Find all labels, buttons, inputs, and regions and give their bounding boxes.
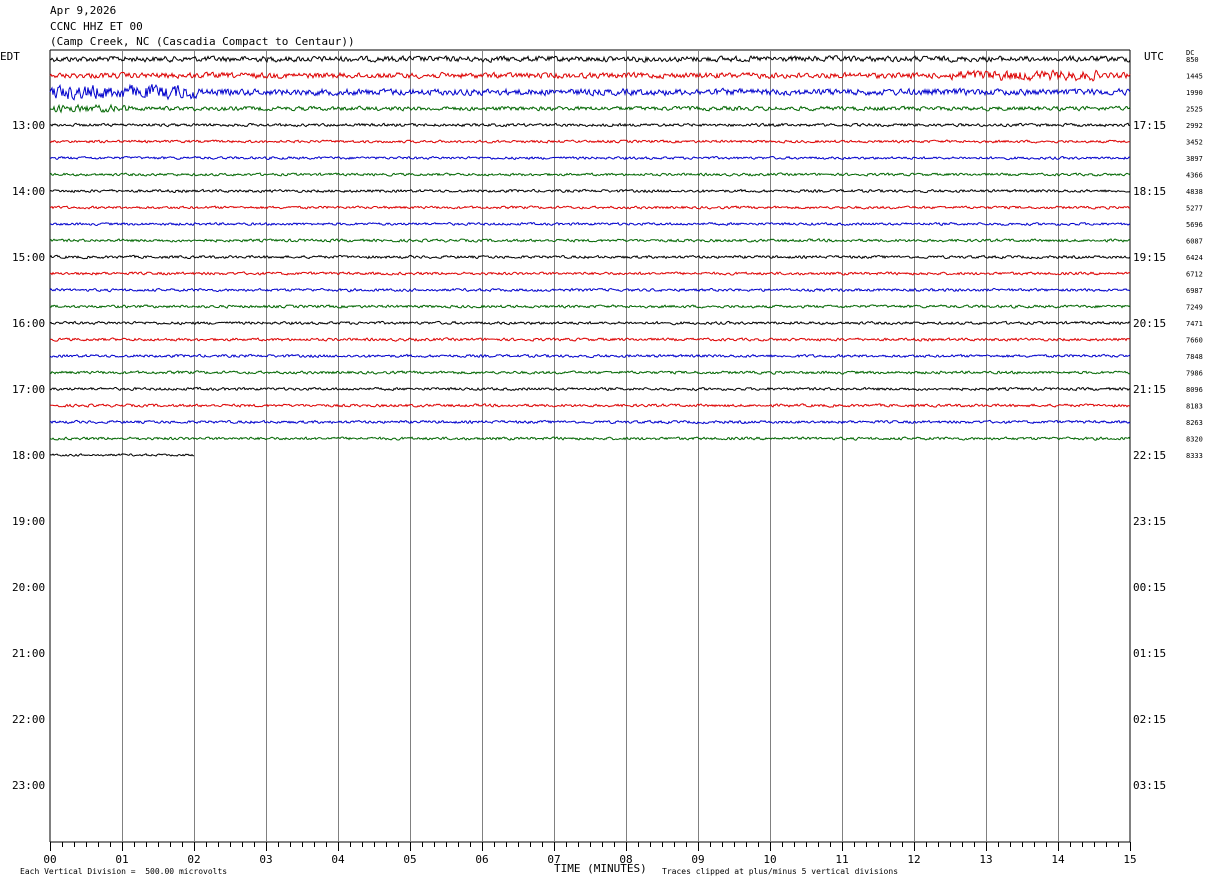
seismic-trace (49, 436, 1131, 441)
seismic-trace (49, 403, 1131, 408)
seismic-trace (49, 320, 1131, 326)
utc-hour-label: 23:15 (1133, 515, 1166, 528)
utc-hour-label: 17:15 (1133, 119, 1166, 132)
edt-hour-label: 21:00 (12, 647, 45, 660)
dc-offset-label: 3897 (1186, 155, 1203, 163)
dc-offset-label: 6712 (1186, 271, 1203, 279)
seismic-trace (49, 337, 1131, 342)
dc-offset-label: 8183 (1186, 403, 1203, 411)
dc-offset-label: 6087 (1186, 238, 1203, 246)
x-tick-label: 10 (763, 853, 776, 866)
edt-hour-label: 13:00 (12, 119, 45, 132)
seismic-trace (49, 122, 1131, 128)
seismic-trace (49, 54, 1131, 63)
seismic-trace (49, 304, 1131, 309)
x-tick-label: 13 (979, 853, 992, 866)
dc-offset-label: 3452 (1186, 139, 1203, 147)
x-tick-label: 00 (43, 853, 56, 866)
chart-date: Apr 9,2026 (50, 4, 117, 17)
seismic-trace (49, 103, 1131, 114)
clip-note: Traces clipped at plus/minus 5 vertical … (662, 867, 899, 876)
dc-offset-label: 7848 (1186, 353, 1203, 361)
dc-column-label: DC (1186, 49, 1195, 57)
seismic-trace (49, 69, 1131, 82)
utc-hour-label: 03:15 (1133, 779, 1166, 792)
x-tick-label: 06 (475, 853, 488, 866)
dc-offset-label: 5277 (1186, 205, 1203, 213)
dc-offset-label: 8333 (1186, 452, 1203, 460)
dc-offset-label: 1990 (1186, 89, 1203, 97)
dc-offset-label: 8320 (1186, 436, 1203, 444)
edt-axis-label: EDT (0, 50, 20, 63)
seismic-trace (49, 271, 1131, 276)
edt-hour-label: 22:00 (12, 713, 45, 726)
x-tick-label: 04 (331, 853, 345, 866)
dc-offset-label: 5696 (1186, 221, 1203, 229)
dc-offset-label: 1445 (1186, 73, 1203, 81)
utc-hour-label: 02:15 (1133, 713, 1166, 726)
edt-hour-label: 23:00 (12, 779, 45, 792)
chart-location: (Camp Creek, NC (Cascadia Compact to Cen… (50, 35, 355, 48)
x-tick-label: 08 (619, 853, 632, 866)
x-tick-label: 02 (187, 853, 200, 866)
utc-axis-label: UTC (1144, 50, 1164, 63)
seismic-trace (49, 353, 1131, 359)
x-tick-label: 07 (547, 853, 560, 866)
x-tick-label: 01 (115, 853, 128, 866)
dc-offset-label: 8096 (1186, 386, 1203, 394)
seismic-trace (49, 83, 1131, 101)
seismic-trace (49, 172, 1131, 177)
chart-station: CCNC HHZ ET 00 (50, 20, 143, 33)
seismic-trace (49, 205, 1131, 210)
x-tick-label: 05 (403, 853, 416, 866)
dc-offset-label: 6424 (1186, 254, 1203, 262)
edt-hour-label: 20:00 (12, 581, 45, 594)
scale-note: Each Vertical Division = 500.00 microvol… (20, 867, 228, 876)
edt-hour-label: 19:00 (12, 515, 45, 528)
seismic-trace (49, 254, 1131, 260)
dc-offset-label: 2992 (1186, 122, 1203, 130)
edt-hour-label: 14:00 (12, 185, 45, 198)
utc-hour-label: 20:15 (1133, 317, 1166, 330)
dc-offset-label: 2525 (1186, 106, 1203, 114)
edt-hour-label: 16:00 (12, 317, 45, 330)
edt-hour-label: 18:00 (12, 449, 45, 462)
x-tick-label: 11 (835, 853, 848, 866)
x-tick-label: 12 (907, 853, 920, 866)
utc-hour-label: 18:15 (1133, 185, 1166, 198)
utc-hour-label: 22:15 (1133, 449, 1166, 462)
edt-hour-label: 17:00 (12, 383, 45, 396)
dc-offset-label: 4366 (1186, 172, 1203, 180)
utc-hour-label: 21:15 (1133, 383, 1166, 396)
x-tick-label: 09 (691, 853, 704, 866)
edt-hour-label: 15:00 (12, 251, 45, 264)
seismic-trace (49, 287, 1131, 293)
x-tick-label: 15 (1123, 853, 1136, 866)
seismic-trace (49, 188, 1131, 194)
utc-hour-label: 01:15 (1133, 647, 1166, 660)
utc-hour-label: 19:15 (1133, 251, 1166, 264)
dc-offset-label: 4838 (1186, 188, 1203, 196)
dc-offset-label: 6987 (1186, 287, 1203, 295)
seismic-trace (49, 419, 1131, 425)
x-tick-label: 14 (1051, 853, 1065, 866)
x-tick-label: 03 (259, 853, 272, 866)
dc-offset-label: 7471 (1186, 320, 1203, 328)
seismic-trace (49, 386, 1131, 392)
seismic-trace (49, 238, 1131, 243)
dc-offset-label: 7986 (1186, 370, 1203, 378)
seismic-trace (49, 155, 1131, 161)
seismic-trace (49, 370, 1131, 375)
dc-offset-label: 850 (1186, 56, 1199, 64)
seismic-trace (50, 221, 1131, 227)
x-axis-label: TIME (MINUTES) (554, 862, 647, 875)
utc-hour-label: 00:15 (1133, 581, 1166, 594)
dc-offset-label: 8263 (1186, 419, 1203, 427)
seismic-trace (49, 453, 194, 457)
seismic-trace (49, 139, 1131, 144)
dc-offset-label: 7249 (1186, 304, 1203, 312)
dc-offset-label: 7660 (1186, 337, 1203, 345)
